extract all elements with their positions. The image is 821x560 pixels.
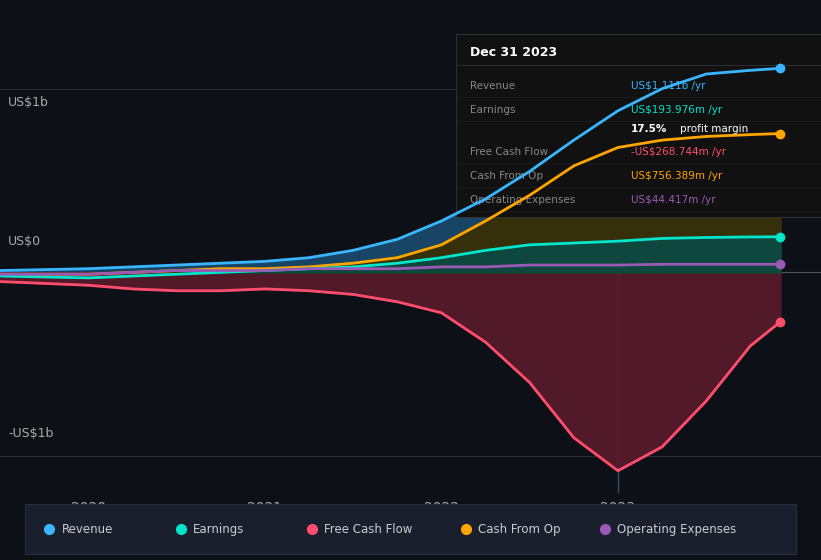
Text: US$0: US$0 — [8, 235, 41, 248]
Text: Free Cash Flow: Free Cash Flow — [324, 522, 412, 536]
Text: Operating Expenses: Operating Expenses — [617, 522, 736, 536]
Text: Revenue: Revenue — [62, 522, 113, 536]
Text: -US$1b: -US$1b — [8, 427, 53, 440]
Text: Earnings: Earnings — [193, 522, 244, 536]
Text: Cash From Op: Cash From Op — [479, 522, 561, 536]
Text: US$1b: US$1b — [8, 96, 49, 109]
